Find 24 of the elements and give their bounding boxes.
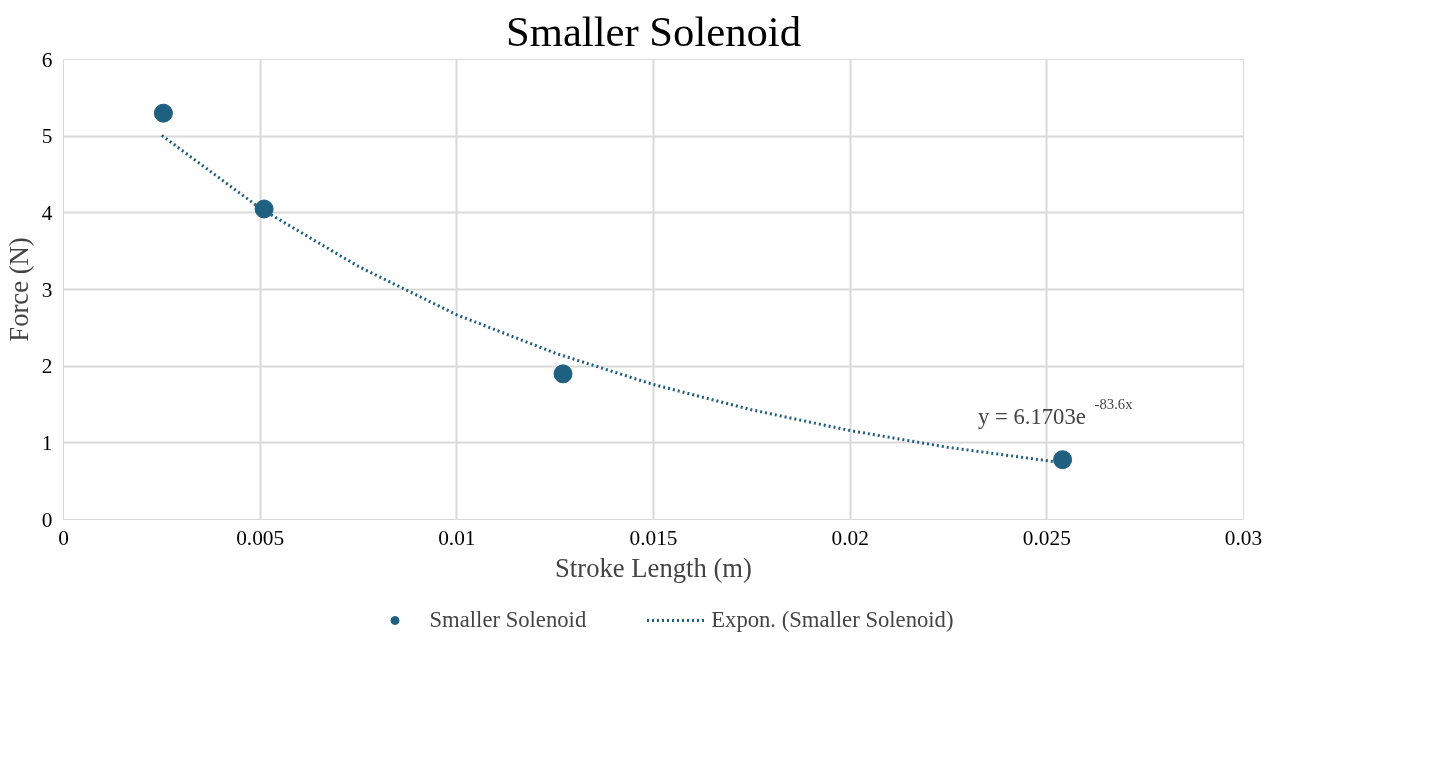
legend-label: Expon. (Smaller Solenoid): [711, 607, 954, 633]
x-tick-label: 0.025: [1022, 525, 1071, 550]
y-tick-label: 6: [41, 47, 53, 72]
y-tick-label: 1: [41, 430, 53, 455]
point: [254, 199, 274, 219]
x-tick-label: 0.015: [629, 525, 678, 550]
y-tick-label: 0: [41, 507, 53, 532]
x-tick-label: 0.02: [831, 525, 869, 550]
x-tick-label: 0.03: [1224, 525, 1263, 550]
x-axis-title: Stroke Length (m): [555, 552, 752, 583]
y-tick-label: 3: [41, 277, 53, 302]
chart-title: Smaller Solenoid: [505, 7, 802, 55]
x-tick-label: 0: [58, 525, 69, 550]
y-tick-label: 2: [41, 354, 53, 379]
x-tick-label: 0.005: [236, 525, 285, 550]
x-tick-label: 0.01: [438, 525, 476, 550]
point: [1053, 450, 1073, 470]
legend-label: Smaller Solenoid: [429, 607, 587, 633]
point: [153, 103, 173, 123]
y-tick-label: 4: [41, 200, 53, 225]
point: [553, 364, 573, 384]
y-tick-label: 5: [41, 124, 53, 149]
annotation: y = 6.1703e-83.6x: [978, 396, 1134, 429]
y-axis-title: Force (N): [3, 237, 34, 342]
